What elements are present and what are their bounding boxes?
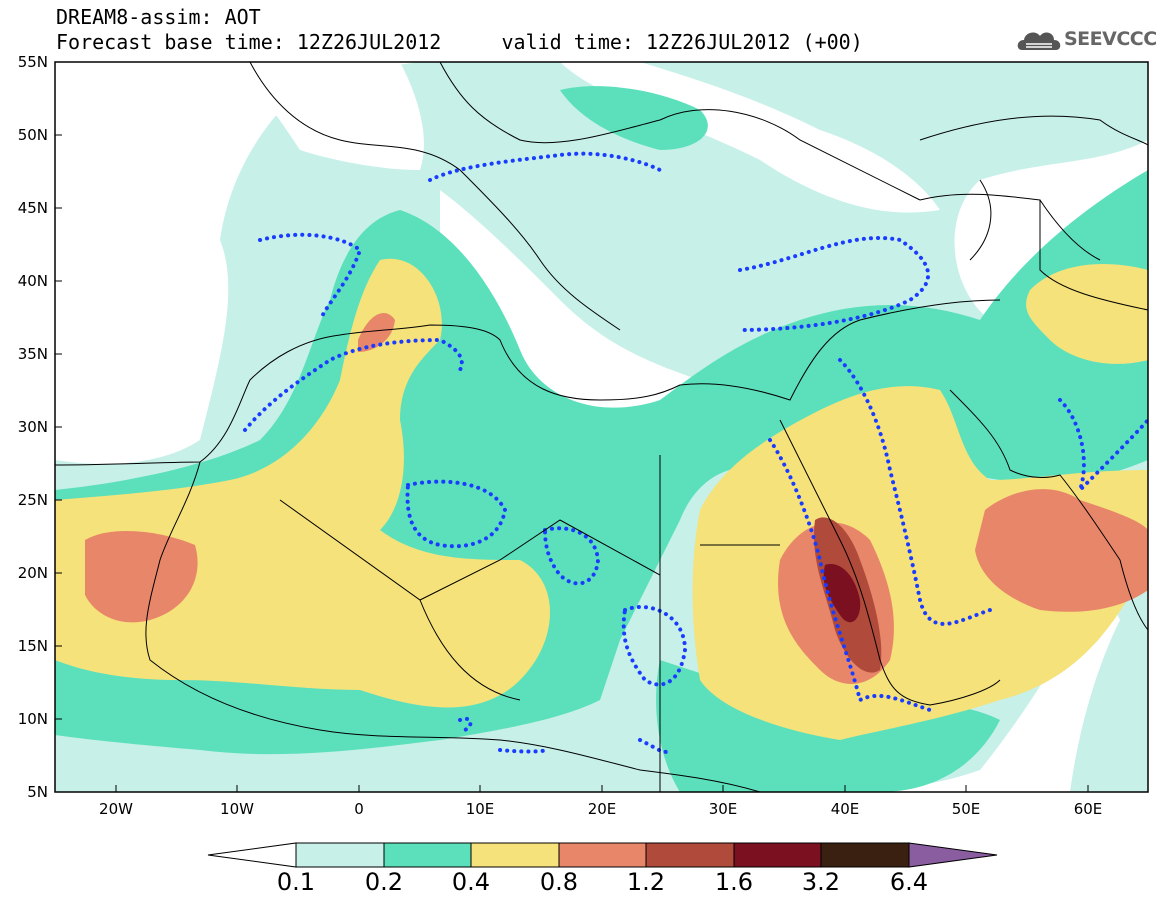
lat-label: 25N: [17, 491, 48, 509]
map-title: DREAM8-assim: AOT: [56, 5, 261, 29]
lat-label: 45N: [17, 199, 48, 217]
logo-wordmark: SEEVCCC: [1064, 28, 1157, 50]
aot-region-0.2-north: [560, 86, 708, 150]
aot-region-0.8-arabia: [975, 489, 1148, 612]
lon-label: 50E: [951, 800, 981, 818]
colorbar-label: 0.8: [539, 868, 579, 896]
lat-label: 20N: [17, 564, 48, 582]
colorbar-label: 3.2: [801, 868, 841, 896]
aot-region-0.8-algeria: [358, 312, 395, 352]
lat-label: 30N: [17, 418, 48, 436]
colorbar-label: 1.2: [626, 868, 666, 896]
aot-region-white-3: [230, 62, 424, 170]
lat-label: 55N: [17, 53, 48, 71]
map-subtitle-times: Forecast base time: 12Z26JUL2012 valid t…: [56, 30, 863, 54]
colorbar: [207, 842, 998, 868]
lat-label: 15N: [17, 637, 48, 655]
lon-label: 30E: [708, 800, 738, 818]
lat-label: 35N: [17, 345, 48, 363]
colorbar-bin-0.1-0.2: [295, 842, 385, 868]
colorbar-bin-0.8-1.2: [558, 842, 647, 868]
lon-label: 0: [354, 800, 364, 818]
lon-label: 10W: [220, 800, 254, 818]
colorbar-bin-0.4-0.8: [470, 842, 560, 868]
colorbar-label: 0.1: [276, 868, 316, 896]
seevccc-cloud-logo-icon: [1017, 32, 1061, 50]
aot-region-0.8-westafrica: [85, 530, 198, 623]
aot-region-0.4-northeast: [1026, 264, 1148, 364]
lon-label: 60E: [1073, 800, 1103, 818]
colorbar-label: 1.6: [714, 868, 754, 896]
lon-label: 20E: [587, 800, 617, 818]
colorbar-bin-3.2-6.4: [820, 842, 910, 868]
lon-label: 40E: [830, 800, 860, 818]
lon-label: 10E: [465, 800, 495, 818]
colorbar-low-arrow: [207, 842, 297, 868]
colorbar-label: 0.2: [364, 868, 404, 896]
aot-region-1.6-redsea: [823, 564, 861, 623]
lat-label: 5N: [27, 783, 48, 801]
lat-label: 10N: [17, 710, 48, 728]
colorbar-bin-1.6-3.2: [733, 842, 822, 868]
lat-label: 40N: [17, 272, 48, 290]
colorbar-label: 6.4: [889, 868, 929, 896]
lon-label: 20W: [99, 800, 133, 818]
colorbar-high-arrow: [908, 842, 998, 868]
lat-label: 50N: [17, 126, 48, 144]
colorbar-bin-1.2-1.6: [645, 842, 735, 868]
colorbar-label: 0.4: [451, 868, 491, 896]
colorbar-bin-0.2-0.4: [383, 842, 472, 868]
